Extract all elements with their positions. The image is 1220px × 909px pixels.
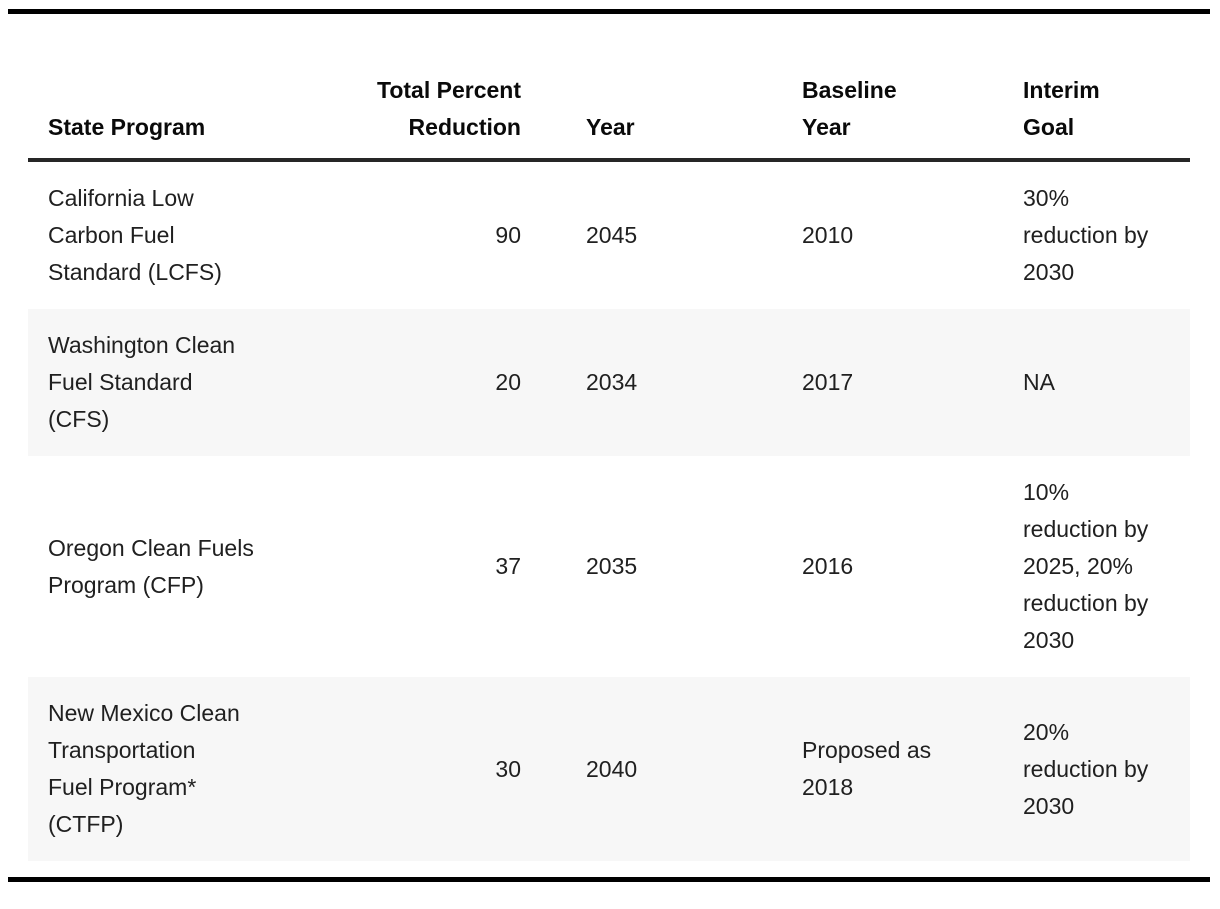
cell-state-program: Oregon Clean Fuels Program (CFP)	[48, 534, 254, 598]
cell-state-program: New Mexico Clean Transportation Fuel Pro…	[48, 700, 240, 837]
table-row-new-mexico-ctfp: New Mexico Clean Transportation Fuel Pro…	[28, 677, 1190, 861]
column-header-state-program: State Program	[28, 14, 338, 162]
cell-interim-goal: 10% reduction by 2025, 20% reduction by …	[1023, 479, 1149, 653]
cell-total-percent-reduction: 30	[495, 755, 521, 782]
header-row: State Program Total Percent Reduction Ye…	[28, 14, 1190, 162]
cell-year: 2045	[586, 222, 638, 248]
cell-baseline-year: 2016	[802, 553, 854, 579]
column-header-year: Year	[531, 14, 792, 162]
cell-total-percent-reduction: 20	[495, 369, 521, 395]
cell-state-program: Washington Clean Fuel Standard (CFS)	[48, 332, 236, 432]
cell-state-program: California Low Carbon Fuel Standard (LCF…	[48, 185, 222, 285]
cell-baseline-year: Proposed as 2018	[802, 737, 932, 800]
column-header-interim-goal: Interim Goal	[1013, 14, 1190, 162]
cell-year: 2040	[586, 755, 638, 782]
cell-interim-goal: 30% reduction by 2030	[1023, 185, 1149, 285]
table-row-washington-cfs: Washington Clean Fuel Standard (CFS) 20 …	[28, 309, 1190, 456]
cell-interim-goal: NA	[1023, 369, 1055, 395]
cell-year: 2035	[586, 553, 638, 579]
state-programs-table: State Program Total Percent Reduction Ye…	[28, 14, 1190, 861]
table-row-california-lcfs: California Low Carbon Fuel Standard (LCF…	[28, 160, 1190, 309]
cell-baseline-year: 2010	[802, 222, 854, 248]
state-programs-table-container: State Program Total Percent Reduction Ye…	[8, 9, 1210, 882]
cell-total-percent-reduction: 37	[495, 553, 521, 579]
cell-total-percent-reduction: 90	[495, 222, 521, 248]
cell-year: 2034	[586, 369, 638, 395]
table-row-oregon-cfp: Oregon Clean Fuels Program (CFP) 37 2035…	[28, 456, 1190, 677]
cell-baseline-year: 2017	[802, 369, 854, 395]
cell-interim-goal: 20% reduction by 2030	[1023, 718, 1149, 819]
column-header-total-percent-reduction: Total Percent Reduction	[338, 14, 531, 162]
column-header-baseline-year: Baseline Year	[792, 14, 1013, 162]
